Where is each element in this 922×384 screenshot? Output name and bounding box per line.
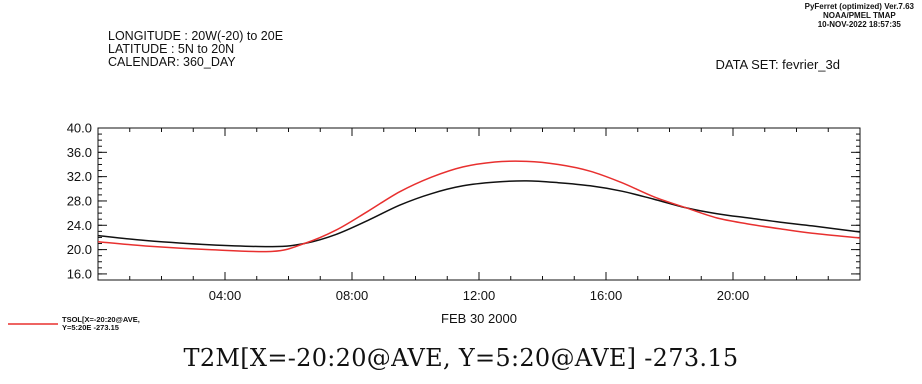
y-tick-label: 20.0 [67, 242, 92, 257]
stamp-org: NOAA/PMEL TMAP [822, 11, 896, 20]
x-tick-label: 16:00 [590, 288, 623, 303]
y-tick-label: 16.0 [67, 266, 92, 281]
y-tick-label: 32.0 [67, 169, 92, 184]
x-tick-label: 08:00 [336, 288, 369, 303]
series-line-t2m [97, 180, 861, 248]
x-axis-label: FEB 30 2000 [441, 311, 517, 326]
plot-frame [97, 127, 861, 281]
plot-header-info: LONGITUDE : 20W(-20) to 20E LATITUDE : 5N… [108, 30, 283, 69]
series-line-tsol [97, 160, 861, 253]
x-tick-label: 12:00 [463, 288, 496, 303]
stamp-date: 10-NOV-2022 18:57:35 [817, 20, 901, 29]
legend-red-line2: Y=5:20E -273.15 [62, 323, 119, 332]
legend-entry-red: TSOL[X=-20:20@AVE, Y=5:20E -273.15 [62, 316, 140, 332]
calendar-label: CALENDAR: 360_DAY [108, 55, 236, 69]
y-tick-label: 40.0 [67, 121, 92, 136]
series-lines [97, 160, 861, 253]
stamp-version: PyFerret (optimized) Ver.7.63 [804, 2, 914, 11]
x-tick-label: 20:00 [717, 288, 750, 303]
latitude-label: LATITUDE : 5N to 20N [108, 42, 235, 56]
y-tick-label: 28.0 [67, 193, 92, 208]
dataset-label: DATA SET: fevrier_3d [715, 57, 840, 72]
x-tick-label: 04:00 [209, 288, 242, 303]
software-stamp: PyFerret (optimized) Ver.7.63 NOAA/PMEL … [805, 2, 914, 29]
axes: 04:00 08:00 12:00 16:00 20:00 FEB 30 2000 16.0… [67, 121, 861, 326]
longitude-label: LONGITUDE : 20W(-20) to 20E [108, 29, 284, 43]
legend-red-line1: TSOL[X=-20:20@AVE, [62, 315, 140, 324]
y-tick-label: 24.0 [67, 218, 92, 233]
plot-title: T2M[X=-20:20@AVE, Y=5:20@AVE] -273.15 [183, 344, 739, 372]
y-tick-label: 36.0 [67, 145, 92, 160]
